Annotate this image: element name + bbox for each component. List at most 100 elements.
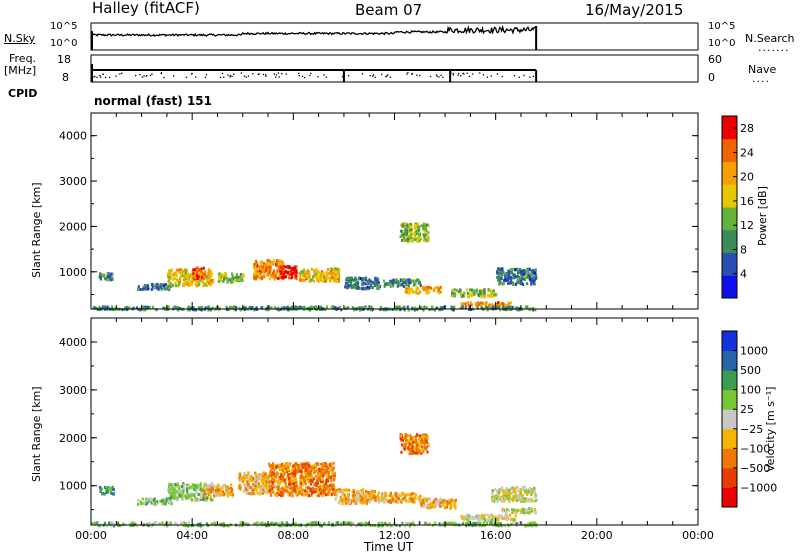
scatter-cell [481, 291, 484, 295]
scatter-cell [408, 442, 412, 446]
scatter-cell [528, 267, 531, 271]
scatter-cell [477, 513, 480, 517]
scatter-cell [403, 524, 407, 528]
scatter-cell [300, 470, 303, 473]
scatter-cell [407, 448, 410, 452]
scatter-cell [245, 488, 248, 492]
scatter-cell [150, 497, 153, 501]
scatter-cell [391, 497, 394, 501]
scatter-cell [290, 269, 293, 273]
scatter-cell [167, 279, 170, 283]
scatter-cell [434, 505, 437, 509]
scatter-cell [285, 464, 288, 468]
scatter-cell [193, 274, 196, 278]
scatter-cell [364, 282, 367, 286]
scatter-cell [396, 280, 399, 283]
scatter-cell [496, 275, 499, 279]
scatter-cell [519, 269, 523, 273]
scatter-cell [128, 306, 131, 310]
nave-point [223, 76, 225, 78]
scatter-cell [262, 477, 265, 481]
scatter-cell [328, 463, 331, 467]
scatter-cell [255, 261, 258, 265]
scatter-cell [534, 491, 537, 495]
scatter-cell [224, 272, 227, 276]
scatter-cell [417, 441, 420, 445]
scatter-cell [403, 281, 406, 285]
scatter-cell [332, 488, 335, 492]
scatter-cell [278, 260, 281, 264]
nave-point [513, 75, 515, 77]
scatter-cell [165, 499, 168, 503]
scatter-cell [516, 486, 519, 489]
scatter-cell [288, 472, 291, 476]
scatter-cell [360, 287, 363, 291]
scatter-cell [492, 306, 495, 309]
x-tick-label: 00:00 [682, 529, 714, 542]
scatter-cell [331, 468, 334, 472]
scatter-cell [192, 306, 195, 309]
scatter-cell [428, 308, 431, 312]
scatter-cell [301, 474, 304, 478]
scatter-cell [274, 273, 277, 277]
scatter-cell [164, 502, 167, 506]
scatter-cell [180, 270, 183, 274]
nave-point [460, 75, 462, 77]
scatter-cell [400, 437, 403, 440]
scatter-cell [502, 496, 505, 500]
scatter-cell [287, 468, 290, 472]
scatter-cell [319, 484, 322, 488]
scatter-cell [183, 282, 186, 286]
scatter-cell [209, 490, 213, 494]
power-colorbar-tick-label: 24 [740, 146, 754, 159]
scatter-cell [137, 287, 140, 291]
scatter-cell [516, 281, 519, 285]
scatter-cell [443, 501, 446, 505]
scatter-cell [196, 493, 199, 497]
nave-point [262, 73, 265, 76]
scatter-cell [166, 524, 169, 528]
scatter-cell [263, 476, 267, 480]
scatter-cell [191, 279, 194, 283]
scatter-cell [371, 494, 374, 498]
scatter-cell [412, 499, 415, 503]
scatter-cell [483, 295, 486, 299]
scatter-cell [452, 521, 455, 525]
scatter-cell [416, 278, 419, 282]
scatter-cell [428, 285, 431, 289]
scatter-cell [351, 278, 354, 282]
scatter-cell [209, 270, 212, 274]
scatter-cell [426, 497, 429, 501]
scatter-cell [269, 522, 272, 526]
scatter-cell [254, 473, 257, 477]
scatter-cell [185, 269, 188, 273]
scatter-cell [491, 294, 495, 298]
scatter-cell [330, 305, 333, 309]
scatter-cell [170, 497, 173, 501]
scatter-cell [276, 480, 279, 484]
power-colorbar-tick-label: 28 [740, 122, 754, 135]
scatter-cell [408, 223, 411, 227]
scatter-cell [186, 489, 189, 493]
scatter-cell [446, 521, 450, 525]
scatter-cell [260, 306, 263, 310]
scatter-cell [314, 521, 317, 525]
scatter-cell [328, 521, 331, 525]
scatter-cell [421, 449, 424, 453]
scatter-cell [499, 281, 502, 284]
scatter-cell [252, 488, 255, 492]
scatter-cell [181, 282, 184, 286]
scatter-cell [389, 284, 392, 288]
scatter-cell [238, 306, 241, 310]
scatter-cell [172, 492, 175, 495]
scatter-cell [201, 279, 204, 283]
scatter-cell [91, 521, 94, 525]
scatter-cell [227, 524, 230, 528]
velocity-colorbar-segment [722, 409, 737, 430]
scatter-cell [357, 497, 360, 500]
scatter-cell [365, 287, 368, 291]
scatter-cell [439, 524, 442, 528]
scatter-cell [267, 308, 270, 312]
scatter-cell [301, 306, 304, 309]
